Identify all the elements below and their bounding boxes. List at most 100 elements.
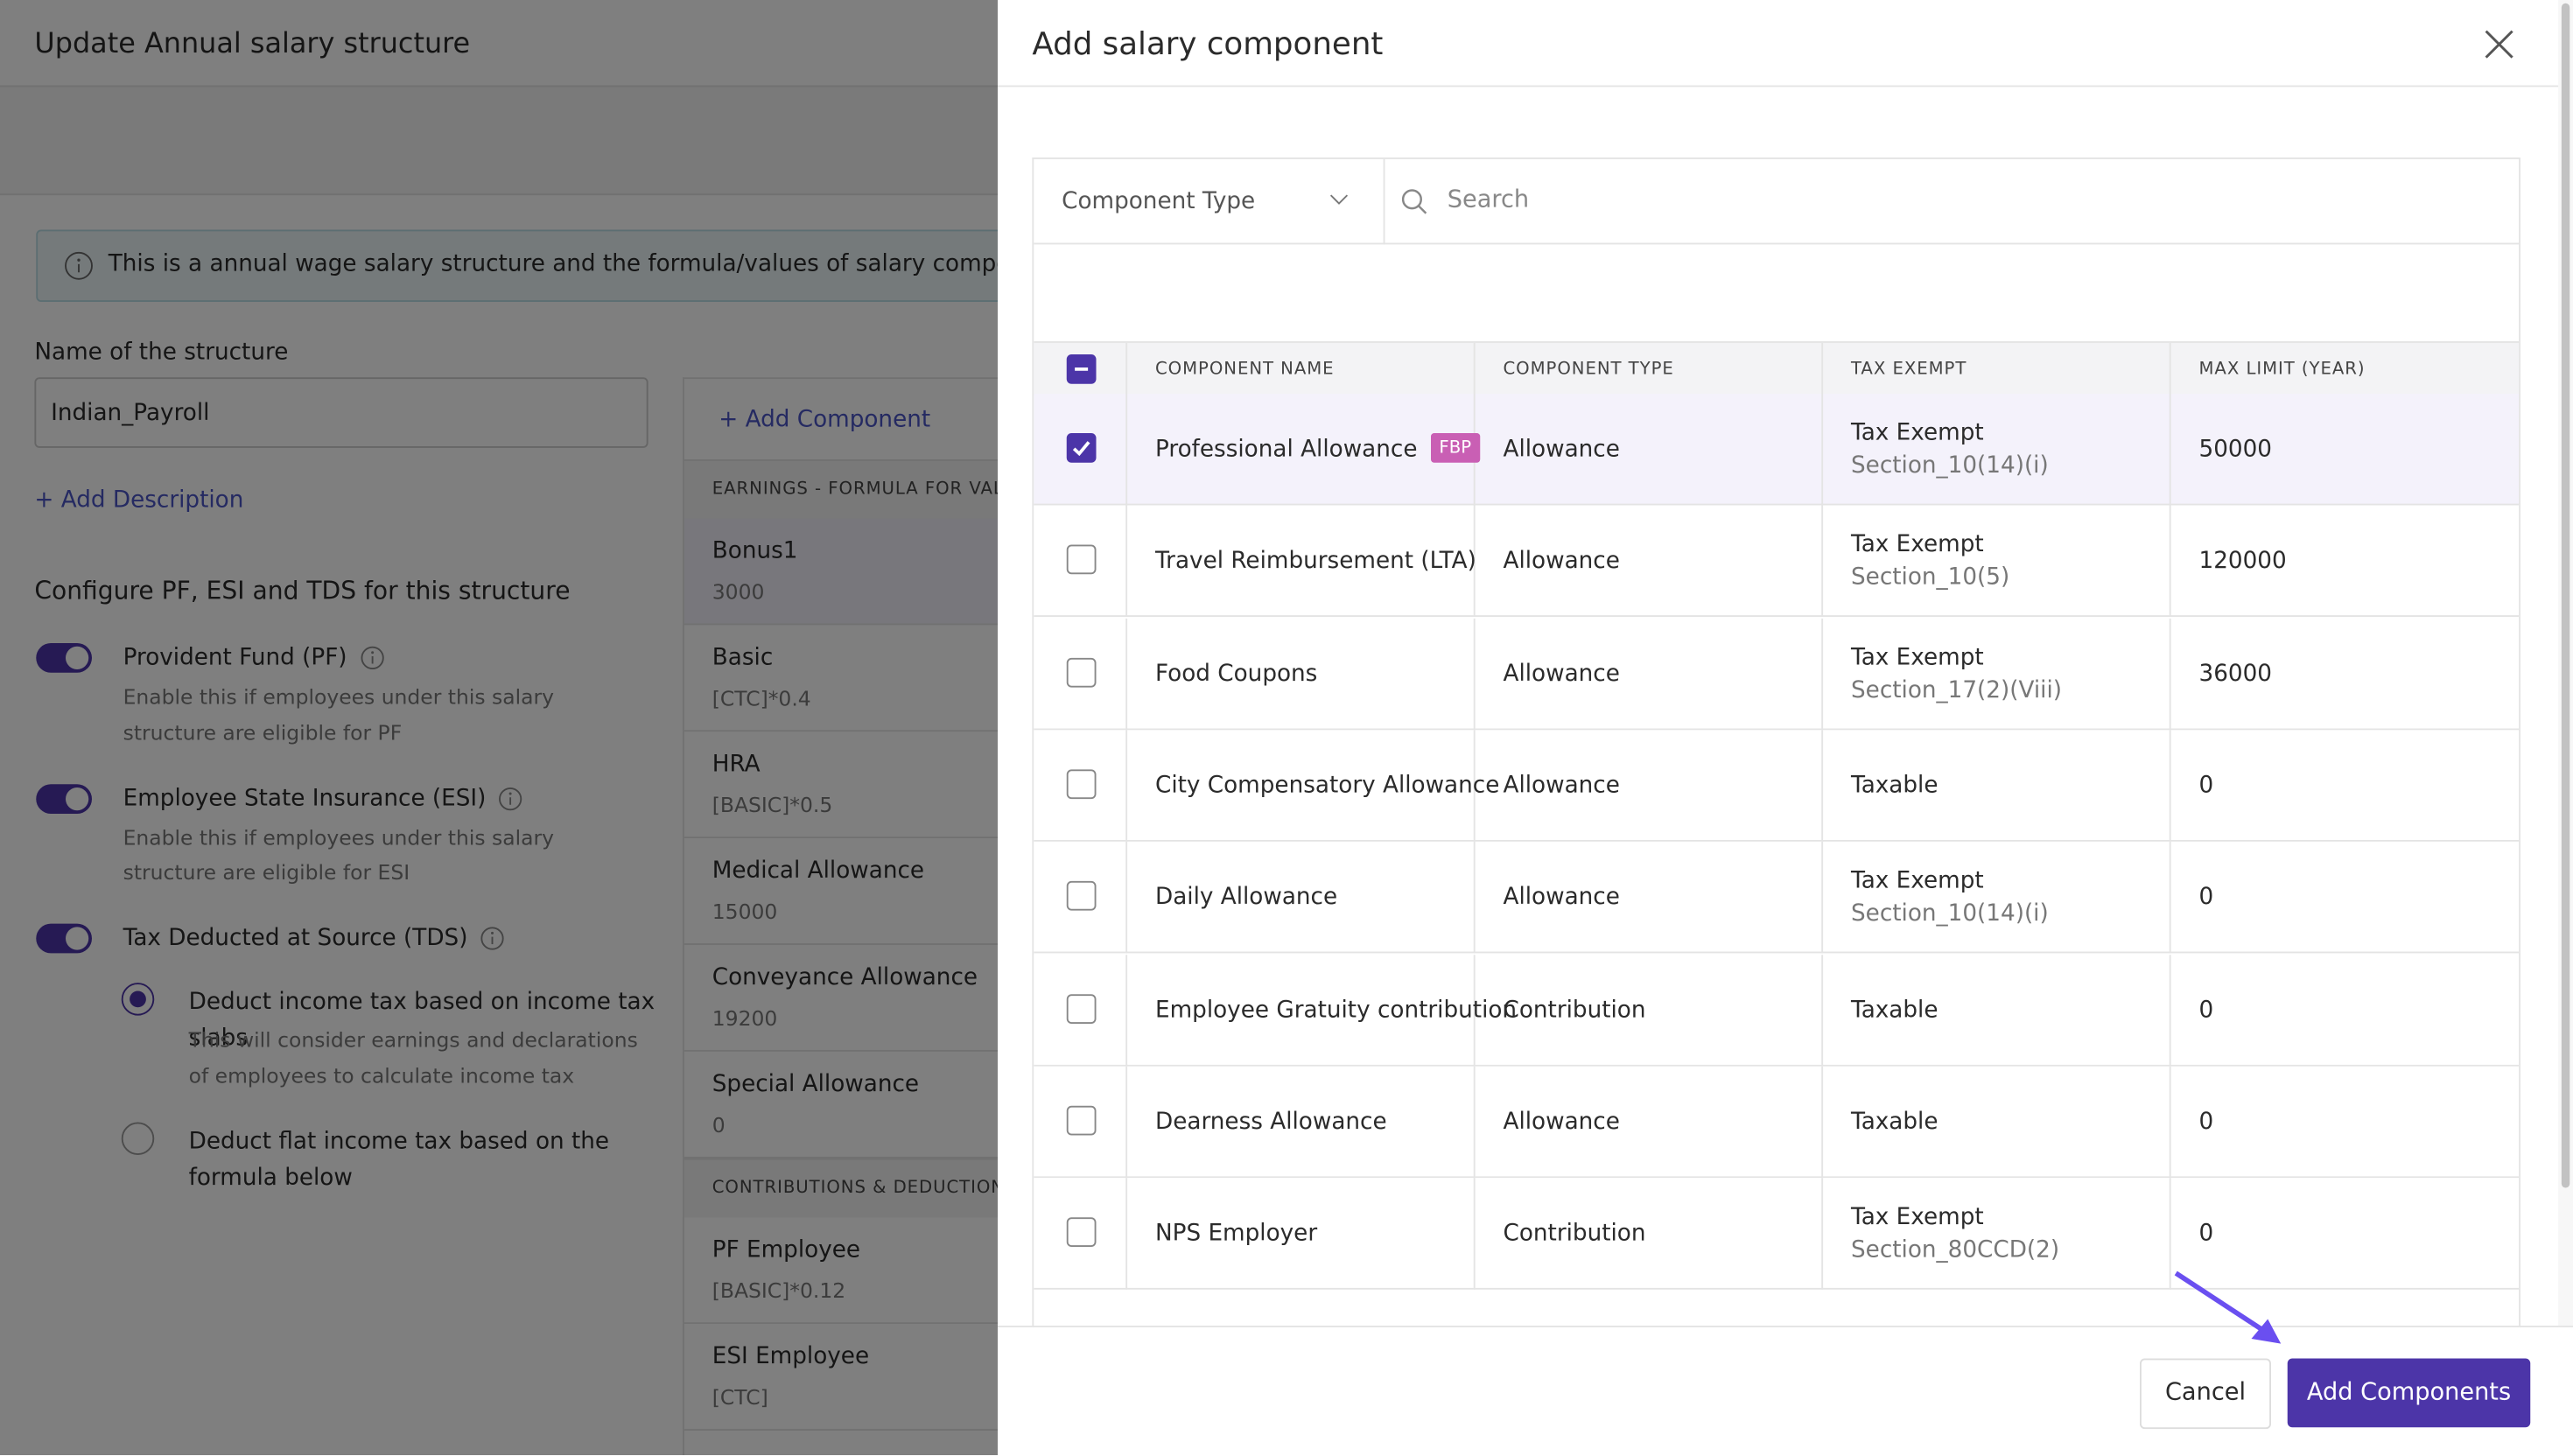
scrollbar-track xyxy=(2558,0,2573,1326)
table-container: Component Type Search COMPONENT NAME COMP… xyxy=(1032,158,2520,1327)
cell-divider xyxy=(2169,954,2171,1066)
modal: Add salary component Component Type Sear… xyxy=(998,0,2573,1456)
max-limit: 50000 xyxy=(2198,436,2273,463)
fbp-badge: FBP xyxy=(1431,433,1480,463)
component-type: Allowance xyxy=(1503,772,1620,799)
cell-divider xyxy=(2169,506,2171,618)
cell-divider xyxy=(2169,394,2171,506)
cell-divider xyxy=(2169,730,2171,842)
component-name: NPS Employer xyxy=(1155,1221,1318,1248)
overlay xyxy=(0,0,998,1456)
cell-divider xyxy=(1473,1066,1476,1178)
cell-divider xyxy=(1821,842,1824,954)
table-row: Daily Allowance Allowance Tax Exempt Sectio… xyxy=(1034,842,2520,954)
max-limit: 120000 xyxy=(2198,548,2287,575)
checkbox[interactable] xyxy=(1066,1105,1097,1136)
tax-status: Taxable xyxy=(1851,772,1939,799)
modal-title: Add salary component xyxy=(1032,26,1384,63)
component-name: Daily Allowance xyxy=(1155,884,1338,911)
search-placeholder: Search xyxy=(1447,186,1530,214)
cell-divider xyxy=(1473,1178,1476,1290)
checkbox[interactable] xyxy=(1066,881,1097,911)
tax-section: Section_80CCD(2) xyxy=(1851,1236,2060,1264)
component-type: Allowance xyxy=(1503,548,1620,575)
table-row: NPS Employer Contribution Tax Exempt Sectio… xyxy=(1034,1178,2520,1290)
search-input[interactable]: Search xyxy=(1385,159,2520,245)
cell-divider xyxy=(1125,730,1128,842)
max-limit: 0 xyxy=(2198,1221,2214,1248)
component-type: Allowance xyxy=(1503,660,1620,687)
table-row: Travel Reimbursement (LTA) Allowance Tax E… xyxy=(1034,506,2520,618)
table-row: City Compensatory Allowance Allowance Taxa… xyxy=(1034,730,2520,842)
cell-divider xyxy=(1125,842,1128,954)
max-limit: 0 xyxy=(2198,997,2214,1024)
component-type: Allowance xyxy=(1503,1109,1620,1136)
component-type: Contribution xyxy=(1503,1221,1646,1248)
search-icon xyxy=(1401,189,1427,214)
tax-section: Section_17(2)(Viii) xyxy=(1851,676,2062,704)
checkbox[interactable] xyxy=(1066,354,1097,384)
footer-divider xyxy=(998,1326,2573,1327)
cell-divider xyxy=(1821,506,1824,618)
cell-divider xyxy=(1125,1066,1128,1178)
cell-divider xyxy=(1473,842,1476,954)
cell-divider xyxy=(1125,1178,1128,1290)
column-header: COMPONENT TYPE xyxy=(1503,359,1674,380)
tax-status: Tax Exempt xyxy=(1851,532,1984,559)
dropdown-label: Component Type xyxy=(1062,188,1256,215)
close-button[interactable] xyxy=(2483,28,2516,61)
tax-status: Taxable xyxy=(1851,1109,1939,1136)
cell-divider xyxy=(1125,954,1128,1066)
column-header: TAX EXEMPT xyxy=(1851,359,1967,380)
max-limit: 0 xyxy=(2198,884,2214,911)
checkbox[interactable] xyxy=(1066,657,1097,687)
table-row: Food Coupons Allowance Tax Exempt Section_1… xyxy=(1034,618,2520,730)
cell-divider xyxy=(1821,394,1824,506)
cell-divider xyxy=(1821,730,1824,842)
cell-divider xyxy=(2169,842,2171,954)
tax-status: Taxable xyxy=(1851,997,1939,1024)
cell-divider xyxy=(2169,618,2171,730)
cell-divider xyxy=(2169,1178,2171,1290)
cancel-button[interactable]: Cancel xyxy=(2140,1358,2271,1430)
component-name: Professional Allowance xyxy=(1155,436,1418,463)
cell-divider xyxy=(1821,618,1824,730)
tax-section: Section_10(14)(i) xyxy=(1851,452,2049,480)
cell-divider xyxy=(1473,506,1476,618)
cell-divider xyxy=(1125,394,1128,506)
checkbox[interactable] xyxy=(1066,769,1097,799)
component-name: Dearness Allowance xyxy=(1155,1109,1387,1136)
cell-divider xyxy=(1821,1066,1824,1178)
table-row: Employee Gratuity contribution Contributi… xyxy=(1034,954,2520,1066)
cell-divider xyxy=(1473,954,1476,1066)
tax-section: Section_10(5) xyxy=(1851,564,2010,592)
scrollbar-thumb xyxy=(2561,3,2570,1188)
column-header: COMPONENT NAME xyxy=(1155,359,1335,380)
table-header: COMPONENT NAME COMPONENT TYPE TAX EXEMPT MA… xyxy=(1034,341,2520,396)
cell-divider xyxy=(1821,1178,1824,1290)
cell-divider xyxy=(1125,618,1128,730)
component-name: Travel Reimbursement (LTA) xyxy=(1155,548,1476,575)
component-type: Allowance xyxy=(1503,884,1620,911)
tax-section: Section_10(14)(i) xyxy=(1851,900,2049,928)
checkbox[interactable] xyxy=(1066,545,1097,575)
checkbox[interactable] xyxy=(1066,993,1097,1024)
add-components-button[interactable]: Add Components xyxy=(2287,1358,2531,1428)
column-divider xyxy=(1821,342,1824,394)
cell-divider xyxy=(1821,954,1824,1066)
tax-status: Tax Exempt xyxy=(1851,868,1984,895)
column-divider xyxy=(1125,342,1128,394)
table-row: Professional Allowance FBP Allowance Tax Ex… xyxy=(1034,394,2520,506)
tax-status: Tax Exempt xyxy=(1851,644,1984,671)
checkbox[interactable] xyxy=(1066,1217,1097,1248)
cell-divider xyxy=(1473,618,1476,730)
column-divider xyxy=(2169,342,2171,394)
component-type: Contribution xyxy=(1503,997,1646,1024)
checkbox[interactable] xyxy=(1066,433,1097,463)
component-name: Food Coupons xyxy=(1155,660,1318,687)
cell-divider xyxy=(1125,506,1128,618)
type-dropdown[interactable]: Component Type xyxy=(1034,158,1385,245)
column-header: MAX LIMIT (YEAR) xyxy=(2198,359,2366,380)
